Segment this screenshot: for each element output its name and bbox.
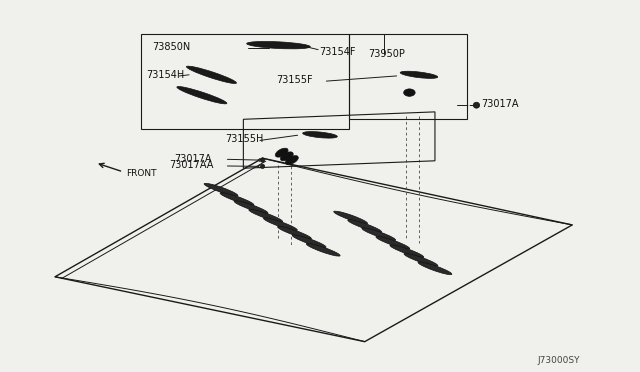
- Text: 73017A: 73017A: [173, 154, 211, 164]
- Text: 73155H: 73155H: [225, 134, 264, 144]
- Ellipse shape: [249, 209, 283, 222]
- Ellipse shape: [177, 87, 227, 104]
- Ellipse shape: [400, 71, 438, 78]
- Text: 73017AA: 73017AA: [170, 160, 214, 170]
- Ellipse shape: [280, 152, 293, 161]
- Ellipse shape: [362, 228, 396, 241]
- Ellipse shape: [376, 236, 410, 249]
- Ellipse shape: [292, 235, 326, 248]
- Text: 73850N: 73850N: [153, 42, 191, 52]
- Ellipse shape: [278, 226, 312, 239]
- Text: 73154F: 73154F: [319, 47, 356, 57]
- Ellipse shape: [264, 218, 298, 231]
- Ellipse shape: [260, 158, 265, 162]
- Ellipse shape: [348, 219, 381, 232]
- Text: J73000SY: J73000SY: [537, 356, 580, 365]
- Text: 73155F: 73155F: [276, 75, 313, 85]
- Ellipse shape: [186, 66, 236, 83]
- Ellipse shape: [473, 102, 479, 108]
- Ellipse shape: [260, 164, 265, 169]
- Ellipse shape: [234, 201, 268, 214]
- Text: 73017A: 73017A: [481, 99, 518, 109]
- Ellipse shape: [404, 253, 438, 266]
- Ellipse shape: [220, 193, 254, 205]
- Ellipse shape: [307, 243, 340, 256]
- Ellipse shape: [333, 211, 367, 224]
- Ellipse shape: [204, 183, 238, 196]
- Ellipse shape: [390, 245, 424, 257]
- Text: FRONT: FRONT: [126, 169, 156, 177]
- Ellipse shape: [404, 89, 415, 96]
- Ellipse shape: [418, 262, 452, 275]
- Text: 73950P: 73950P: [368, 49, 404, 59]
- Ellipse shape: [303, 132, 337, 138]
- Ellipse shape: [275, 148, 288, 157]
- Text: 73154H: 73154H: [147, 70, 184, 80]
- Ellipse shape: [285, 155, 298, 164]
- Ellipse shape: [246, 41, 310, 49]
